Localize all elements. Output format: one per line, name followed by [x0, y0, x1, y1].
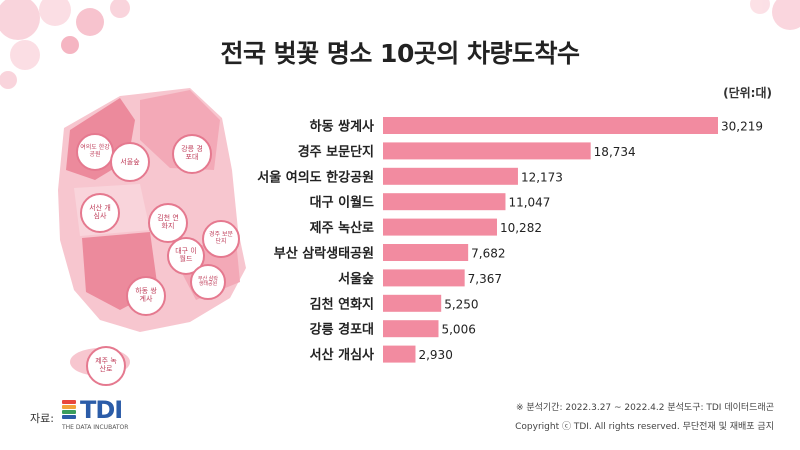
category-label: 하동 쌍계사	[310, 119, 374, 135]
value-label: 2,930	[418, 348, 452, 362]
map-label-hadong: 하동 쌍계사	[126, 276, 166, 316]
category-label: 서산 개심사	[310, 347, 374, 363]
map-label-seoulforest: 서울숲	[110, 142, 150, 182]
chart-title: 전국 벚꽃 명소 10곳의 차량도착수	[220, 39, 580, 68]
bar	[383, 117, 718, 134]
bar	[383, 218, 497, 236]
map-label-gimcheon: 김천 연화지	[148, 203, 188, 243]
cherry-blossom-decoration-top-right	[750, 0, 800, 30]
bar	[383, 269, 465, 287]
bar	[383, 294, 442, 312]
category-label: 대구 이월드	[310, 195, 374, 211]
map-label-gyeongju: 경주 보문단지	[202, 220, 240, 258]
value-label: 7,682	[471, 247, 505, 261]
bar	[383, 167, 518, 185]
map-label-gangneung: 강릉 경포대	[172, 134, 212, 174]
category-label: 경주 보문단지	[298, 144, 374, 160]
category-label: 강릉 경포대	[310, 322, 374, 338]
value-label: 10,282	[500, 221, 542, 235]
value-label: 30,219	[721, 120, 763, 134]
bar	[383, 320, 439, 338]
bar	[383, 193, 506, 211]
copyright-note: Copyright ⓒ TDI. All rights reserved. 무단…	[515, 422, 774, 432]
value-label: 7,367	[468, 272, 502, 286]
analysis-period-note: ※ 분석기간: 2022.3.27 ~ 2022.4.2 분석도구: TDI 데…	[515, 403, 774, 413]
category-label: 김천 연화지	[310, 296, 374, 312]
bar	[383, 142, 591, 160]
value-label: 5,006	[441, 323, 475, 337]
map-label-yeouido: 여의도 한강공원	[76, 133, 114, 171]
map-label-seosan: 서산 개심사	[80, 193, 120, 233]
value-label: 11,047	[508, 196, 550, 210]
logo-tagline: THE DATA INCUBATOR	[62, 424, 129, 431]
category-label: 제주 녹산로	[310, 220, 374, 236]
category-label: 서울숲	[338, 271, 374, 287]
cherry-blossom-decoration-top-left	[0, 0, 130, 89]
source-label: 자료:	[30, 412, 54, 425]
value-label: 12,173	[521, 170, 563, 184]
logo-bars-icon	[62, 400, 76, 420]
value-label: 18,734	[594, 145, 636, 159]
logo-name: TDI	[80, 396, 123, 424]
bar	[383, 345, 416, 363]
category-label: 부산 삼락생태공원	[274, 246, 374, 262]
category-label: 서울 여의도 한강공원	[257, 169, 374, 185]
bar	[383, 244, 469, 261]
value-label: 5,250	[444, 297, 478, 311]
unit-label: (단위:대)	[723, 86, 772, 100]
map-label-busan: 부산 삼락생태공원	[190, 264, 226, 300]
tdi-logo: TDI THE DATA INCUBATOR	[62, 396, 152, 436]
map-label-jeju: 제주 녹산로	[86, 346, 126, 386]
